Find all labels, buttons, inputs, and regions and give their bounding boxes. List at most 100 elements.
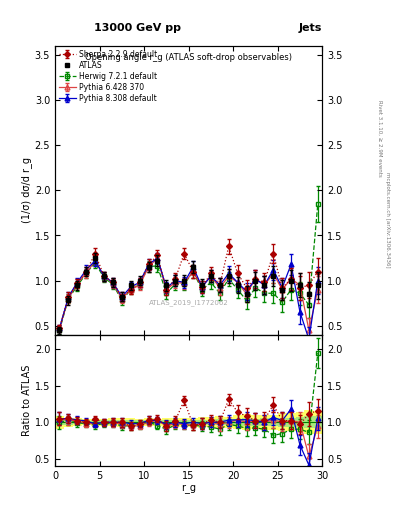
Line: ATLAS: ATLAS (57, 255, 320, 333)
Bar (313, 416, 322, 428)
Bar (313, 411, 322, 434)
ATLAS (307, 291, 311, 297)
Bar (118, 420, 126, 424)
Y-axis label: (1/σ) dσ/d r_g: (1/σ) dσ/d r_g (21, 157, 32, 223)
Bar (180, 418, 189, 426)
Bar (269, 415, 278, 430)
ATLAS (146, 264, 151, 270)
Bar (296, 417, 305, 427)
Bar (198, 419, 206, 425)
Bar (242, 418, 251, 426)
ATLAS (226, 273, 231, 279)
Bar (189, 418, 198, 426)
Bar (251, 418, 260, 426)
ATLAS (271, 273, 275, 279)
Bar (224, 419, 233, 425)
Bar (286, 413, 296, 431)
Bar (55, 416, 64, 429)
Bar (153, 420, 162, 424)
Bar (126, 418, 135, 426)
ATLAS (93, 255, 97, 261)
X-axis label: r_g: r_g (181, 483, 196, 494)
Bar (73, 420, 82, 424)
Bar (171, 418, 180, 426)
Bar (126, 420, 135, 424)
Bar (144, 418, 153, 426)
ATLAS (262, 282, 267, 288)
Bar (162, 420, 171, 424)
ATLAS (217, 282, 222, 288)
ATLAS (119, 294, 124, 300)
Bar (198, 417, 206, 428)
Bar (99, 420, 108, 424)
ATLAS (200, 282, 204, 288)
ATLAS (75, 282, 80, 288)
Bar (135, 420, 144, 424)
Bar (296, 412, 305, 432)
Y-axis label: Ratio to ATLAS: Ratio to ATLAS (22, 365, 32, 436)
Bar (251, 415, 260, 430)
ATLAS (110, 280, 115, 286)
Legend: Sherpa 2.2.9 default, ATLAS, Herwig 7.2.1 default, Pythia 6.428 370, Pythia 8.30: Sherpa 2.2.9 default, ATLAS, Herwig 7.2.… (57, 48, 158, 104)
ATLAS (298, 282, 302, 288)
Bar (278, 418, 286, 426)
Bar (55, 419, 64, 425)
Bar (64, 420, 73, 424)
Bar (144, 420, 153, 424)
Bar (135, 418, 144, 426)
ATLAS (182, 278, 187, 284)
Bar (64, 417, 73, 427)
Bar (260, 415, 269, 430)
Bar (278, 413, 286, 431)
Text: Jets: Jets (299, 23, 322, 33)
Bar (153, 419, 162, 426)
Bar (215, 419, 224, 425)
Text: ATLAS_2019_I1772062: ATLAS_2019_I1772062 (149, 299, 228, 306)
Bar (91, 420, 99, 424)
Bar (305, 410, 313, 434)
Bar (99, 419, 108, 425)
Bar (215, 416, 224, 429)
ATLAS (191, 264, 195, 270)
Bar (260, 418, 269, 426)
Bar (206, 420, 215, 424)
Text: 13000 GeV pp: 13000 GeV pp (94, 23, 181, 33)
Bar (233, 419, 242, 425)
ATLAS (244, 291, 249, 297)
ATLAS (235, 282, 240, 288)
ATLAS (155, 258, 160, 264)
ATLAS (102, 273, 107, 279)
Bar (108, 420, 118, 424)
Bar (180, 420, 189, 424)
ATLAS (137, 278, 142, 284)
ATLAS (289, 278, 294, 284)
Bar (206, 417, 215, 427)
ATLAS (280, 287, 285, 293)
Bar (118, 418, 126, 426)
Bar (224, 417, 233, 428)
Text: mcplots.cern.ch [arXiv:1306.3436]: mcplots.cern.ch [arXiv:1306.3436] (385, 173, 389, 268)
Bar (189, 420, 198, 424)
ATLAS (84, 268, 88, 274)
Text: Opening angle r_g (ATLAS soft-drop observables): Opening angle r_g (ATLAS soft-drop obser… (85, 53, 292, 62)
ATLAS (209, 273, 213, 279)
ATLAS (164, 282, 169, 288)
Bar (108, 418, 118, 426)
Bar (82, 419, 91, 425)
Text: Rivet 3.1.10, ≥ 2.9M events: Rivet 3.1.10, ≥ 2.9M events (377, 100, 382, 177)
Bar (286, 418, 296, 426)
ATLAS (129, 282, 133, 288)
Bar (242, 415, 251, 430)
Bar (171, 420, 180, 424)
Bar (73, 418, 82, 426)
Bar (233, 415, 242, 429)
ATLAS (66, 297, 71, 304)
ATLAS (316, 282, 320, 288)
ATLAS (57, 327, 62, 333)
Bar (305, 416, 313, 428)
Bar (162, 418, 171, 427)
Bar (82, 420, 91, 424)
Bar (91, 419, 99, 425)
Bar (269, 418, 278, 426)
ATLAS (253, 278, 258, 284)
